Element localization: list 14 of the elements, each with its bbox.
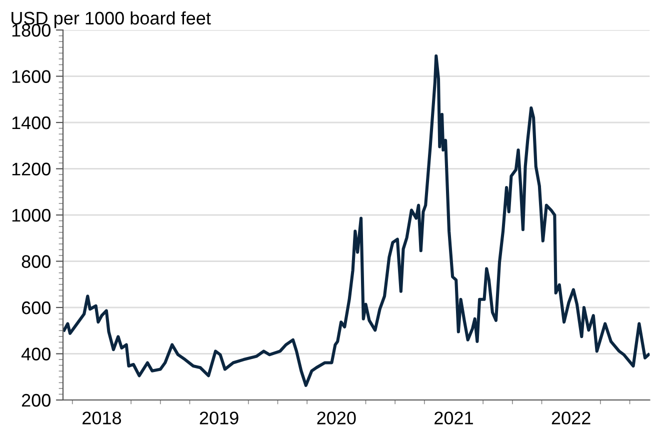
x-tick-label: 2021 (434, 412, 473, 424)
y-tick-label: 1000 (12, 208, 50, 222)
y-tick-label: 1400 (12, 116, 50, 130)
line-series (63, 54, 650, 387)
y-tick-label: 600 (22, 301, 50, 314)
y-tick-label: 1200 (12, 162, 50, 176)
y-tick-label: 1600 (12, 70, 50, 83)
y-tick-label: 400 (21, 348, 50, 360)
x-tick-label: 2019 (200, 412, 238, 424)
y-tick-label: 800 (22, 255, 50, 268)
x-tick-label: 2020 (317, 412, 356, 424)
x-tick-label: 2018 (82, 412, 122, 424)
y-tick-label: 200 (22, 394, 50, 407)
x-tick-label: 2022 (552, 412, 590, 424)
